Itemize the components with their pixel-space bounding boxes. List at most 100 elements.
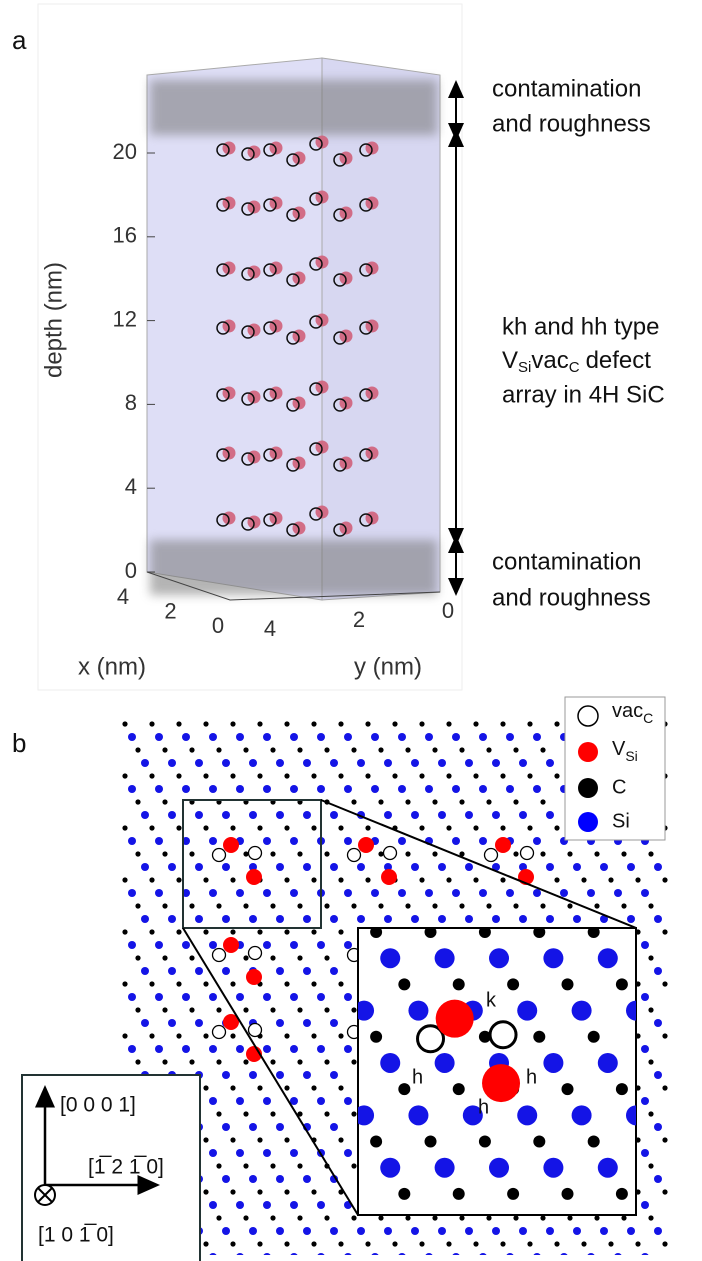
c-atom <box>162 903 168 909</box>
si-atom <box>236 1149 244 1157</box>
text: defect <box>586 347 652 374</box>
c-atom <box>392 1241 398 1247</box>
si-atom <box>222 1123 230 1131</box>
si-atom <box>249 863 257 871</box>
c-atom <box>594 903 600 909</box>
si-atom <box>330 1227 338 1235</box>
c-atom <box>135 851 141 857</box>
vac-site <box>359 448 373 462</box>
c-atom <box>230 825 236 831</box>
c-atom <box>405 1215 411 1221</box>
si-atom <box>141 863 149 871</box>
si-atom <box>438 811 446 819</box>
c-atom <box>662 1189 668 1195</box>
vsi-site <box>223 937 239 953</box>
c-atom <box>561 1083 574 1096</box>
tick-label: 0 <box>125 558 137 583</box>
c-atom <box>507 1187 520 1200</box>
c-atom <box>478 928 491 939</box>
c-atom <box>500 773 506 779</box>
si-atom <box>317 1201 325 1209</box>
si-atom <box>303 1019 311 1027</box>
c-atom <box>311 825 317 831</box>
c-atom <box>297 1215 303 1221</box>
c-atom <box>230 773 236 779</box>
si-atom <box>155 941 163 949</box>
si-atom <box>276 759 284 767</box>
si-atom <box>384 811 392 819</box>
si-atom <box>317 733 325 741</box>
si-atom <box>411 863 419 871</box>
si-atom <box>600 1227 608 1235</box>
si-atom <box>141 1019 149 1027</box>
legend-swatch <box>578 778 598 798</box>
c-atom <box>648 903 654 909</box>
c-atom <box>621 1215 627 1221</box>
si-atom <box>168 967 176 975</box>
c-atom <box>554 877 560 883</box>
vac-site <box>333 153 347 167</box>
c-atom <box>459 1215 465 1221</box>
c-atom <box>527 1241 533 1247</box>
si-atom <box>357 1227 365 1235</box>
c-atom <box>257 1085 263 1091</box>
si-atom <box>408 1000 429 1021</box>
c-atom <box>621 851 627 857</box>
c-atom <box>135 1007 141 1013</box>
c-atom <box>392 773 398 779</box>
si-atom <box>560 1253 568 1255</box>
si-atom <box>128 837 136 845</box>
si-atom <box>641 1201 649 1209</box>
si-atom <box>597 1052 618 1073</box>
si-atom <box>344 941 352 949</box>
si-atom <box>303 1071 311 1079</box>
c-atom <box>230 1137 236 1143</box>
c-atom <box>513 851 519 857</box>
si-atom <box>330 863 338 871</box>
c-atom <box>446 721 452 727</box>
c-atom <box>365 773 371 779</box>
vac-site <box>359 263 373 277</box>
si-atom <box>425 889 433 897</box>
si-atom <box>517 1000 538 1021</box>
si-atom <box>452 1253 460 1255</box>
tick-label: 2 <box>353 607 365 632</box>
c-atom <box>507 978 520 991</box>
vac-site <box>286 458 300 472</box>
c-atom <box>176 825 182 831</box>
c-atom <box>311 877 317 883</box>
c-atom <box>162 1059 168 1065</box>
c-atom <box>338 773 344 779</box>
site-label: h <box>478 1096 489 1118</box>
si-atom <box>438 1227 446 1235</box>
si-atom <box>249 811 257 819</box>
c-atom <box>452 1187 465 1200</box>
si-atom <box>290 941 298 949</box>
si-atom <box>654 1019 662 1027</box>
vac-site <box>286 153 300 167</box>
c-atom <box>473 721 479 727</box>
vac-site <box>286 331 300 345</box>
si-atom <box>290 785 298 793</box>
c-atom <box>486 1215 492 1221</box>
c-atom <box>662 1137 668 1143</box>
c-atom <box>176 929 182 935</box>
c-atom <box>338 721 344 727</box>
c-atom <box>311 981 317 987</box>
c-atom <box>642 926 654 938</box>
tick-label: 2 <box>164 598 176 623</box>
c-atom <box>176 773 182 779</box>
si-atom <box>263 1097 271 1105</box>
si-atom <box>276 1123 284 1131</box>
c-atom <box>284 1137 290 1143</box>
c-atom <box>567 851 573 857</box>
si-atom <box>249 759 257 767</box>
vac-site <box>286 523 300 537</box>
legend-label: VSi <box>612 738 638 763</box>
text: vac <box>531 347 568 374</box>
si-atom <box>506 1253 514 1255</box>
c-atom <box>662 981 668 987</box>
si-atom <box>519 915 527 923</box>
c-atom <box>203 721 209 727</box>
si-atom <box>380 948 401 969</box>
